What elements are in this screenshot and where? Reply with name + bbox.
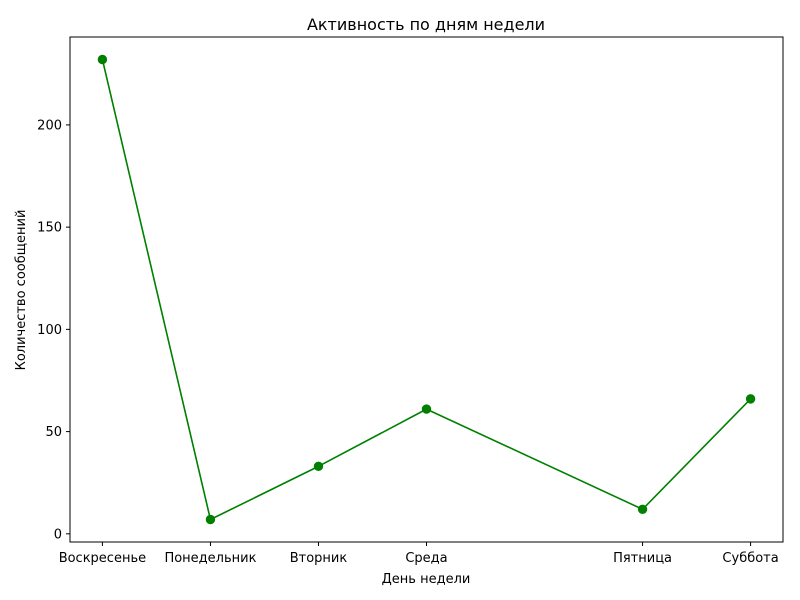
y-tick-label: 150 (37, 221, 62, 236)
x-axis-label: День недели (382, 572, 471, 587)
data-point (421, 404, 432, 414)
y-tick-label: 0 (54, 527, 62, 542)
plot-frame (69, 36, 784, 543)
data-point (97, 54, 108, 65)
x-tick-label: Воскресенье (59, 551, 146, 566)
y-tick-label: 50 (45, 425, 62, 440)
data-point (637, 504, 648, 514)
x-tick-label: Пятница (613, 551, 672, 566)
series-line (101, 59, 752, 521)
y-tick-label: 200 (37, 118, 62, 133)
data-point (313, 461, 324, 472)
data-point (745, 394, 756, 404)
x-tick-label: Вторник (290, 551, 348, 566)
x-tick-label: Среда (405, 551, 447, 566)
data-point (205, 514, 216, 525)
y-tick-label: 100 (37, 323, 62, 338)
x-tick-label: Понедельник (164, 551, 256, 566)
x-tick-label: Суббота (722, 551, 778, 566)
y-axis-label: Количество сообщений (14, 210, 29, 371)
plot-area: 0 50 100 150 200 Воскресенье Понедельник Вторни… (37, 36, 784, 566)
chart-title: Активность по дням недели (307, 15, 545, 34)
